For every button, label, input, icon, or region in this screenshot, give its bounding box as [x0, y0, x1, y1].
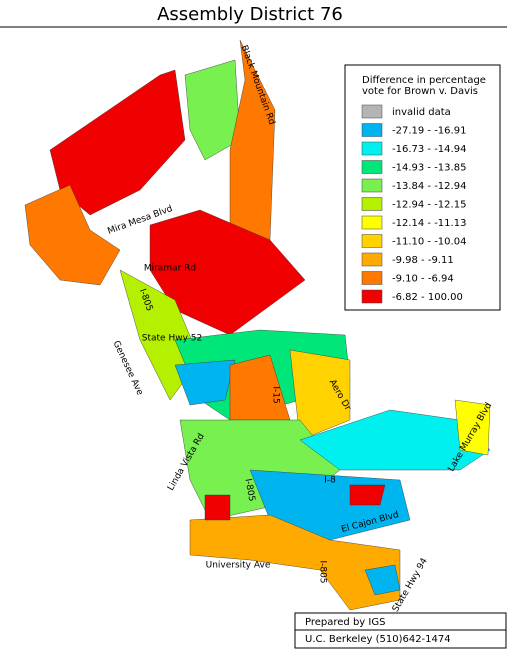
district-area [299, 409, 491, 471]
legend-swatch [361, 215, 383, 230]
district-area [289, 349, 351, 441]
legend-label: -14.93 - -13.85 [392, 163, 466, 174]
district-area [184, 59, 241, 161]
legend-label: -13.84 - -12.94 [392, 181, 466, 192]
legend-label: -9.98 - -9.11 [392, 255, 454, 266]
legend-swatch [361, 104, 383, 119]
legend-swatch [361, 271, 383, 285]
road-label: I-8 [324, 476, 336, 486]
legend-label: -12.14 - -11.13 [392, 218, 466, 229]
legend-label: -9.10 - -6.94 [392, 274, 454, 285]
road-label: State Hwy 52 [142, 334, 202, 344]
footer: Prepared by IGS U.C. Berkeley (510)642-1… [294, 612, 507, 649]
road-label: University Ave [206, 561, 271, 571]
legend-swatch [361, 252, 383, 267]
legend-swatch [361, 234, 383, 248]
legend-swatch [361, 289, 383, 304]
district-area [149, 209, 306, 336]
legend-label: -11.10 - -10.04 [392, 237, 466, 248]
road-label: Miramar Rd [144, 264, 196, 274]
footer-contact: U.C. Berkeley (510)642-1474 [305, 634, 451, 645]
legend-swatch [361, 123, 383, 137]
district-area [174, 359, 236, 406]
legend-swatch [361, 178, 383, 193]
legend-swatch [361, 197, 383, 211]
legend-label: -6.82 - 100.00 [392, 292, 463, 303]
legend: Difference in percentage vote for Brown … [344, 64, 501, 311]
legend-label: -16.73 - -14.94 [392, 144, 466, 155]
road-label: I-805 [243, 478, 257, 502]
legend-label: -27.19 - -16.91 [392, 126, 466, 137]
legend-label: invalid data [392, 107, 451, 118]
legend-label: -12.94 - -12.15 [392, 200, 466, 211]
map-title: Assembly District 76 [157, 4, 343, 25]
legend-swatch [361, 141, 383, 156]
district-area [454, 399, 491, 456]
legend-title: Difference in percentage [362, 75, 486, 86]
legend-title: vote for Brown v. Davis [362, 86, 478, 97]
district-area [349, 484, 386, 506]
district-area [204, 494, 231, 521]
footer-prepared: Prepared by IGS [305, 617, 385, 628]
district-area [24, 184, 121, 286]
road-label: I-15 [271, 386, 281, 403]
legend-swatch [361, 160, 383, 174]
road-label: I-805 [318, 560, 328, 583]
district-area [364, 564, 401, 596]
district-areas [24, 39, 491, 611]
district-area [189, 514, 401, 611]
